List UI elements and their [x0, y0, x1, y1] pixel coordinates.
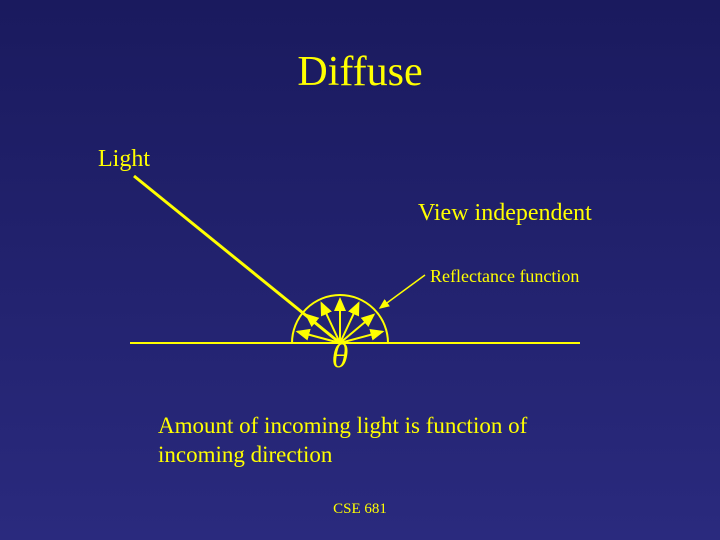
angle-symbol: θ: [332, 338, 349, 375]
footer-text: CSE 681: [333, 501, 387, 518]
caption-text: Amount of incoming light is function of …: [158, 412, 578, 470]
callout-arrow: [380, 275, 425, 308]
